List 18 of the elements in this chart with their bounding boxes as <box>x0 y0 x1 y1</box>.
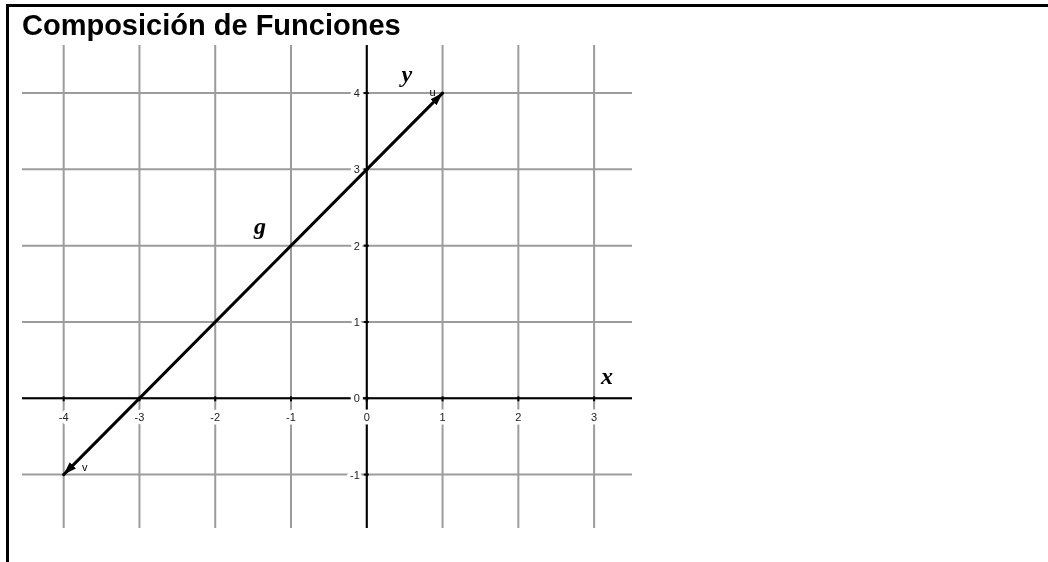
x-tick-label: 3 <box>591 411 598 424</box>
annotation: u <box>429 86 436 99</box>
annotation: v <box>81 460 88 473</box>
x-tick-label: -4 <box>58 411 69 424</box>
x-axis-title: x <box>600 363 613 390</box>
y-tick-label: 2 <box>353 239 360 252</box>
series-label: g <box>253 212 267 239</box>
x-tick-label: -1 <box>286 411 296 424</box>
x-tick-label: -3 <box>134 411 145 424</box>
chart-title: Composición de Funciones <box>22 9 401 41</box>
y-tick-label: 4 <box>353 87 360 100</box>
y-tick-label: 1 <box>353 315 360 328</box>
x-tick-label: 2 <box>515 411 522 424</box>
x-tick-label: 1 <box>439 411 446 424</box>
y-axis-title: y <box>398 61 413 87</box>
x-tick-label: -2 <box>210 411 221 424</box>
y-tick-label: -1 <box>350 468 360 481</box>
y-tick-label: 3 <box>353 163 360 176</box>
